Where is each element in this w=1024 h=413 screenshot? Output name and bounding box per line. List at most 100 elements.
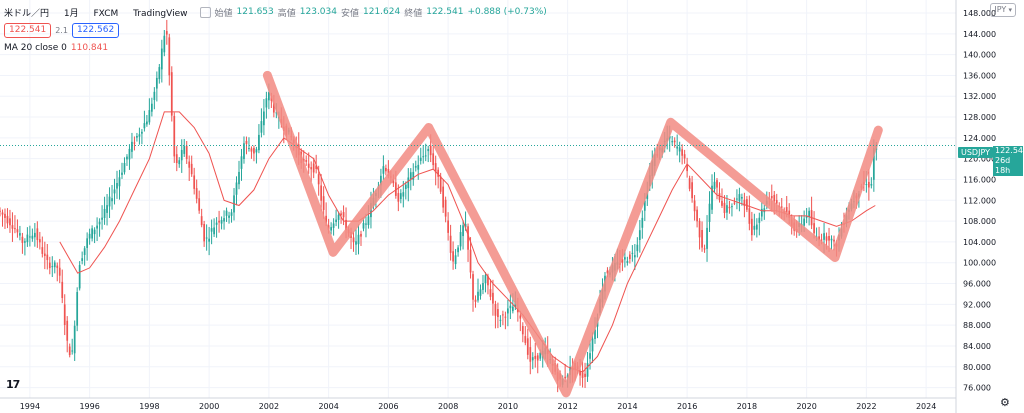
bid-button[interactable]: 122.541 [4,22,52,38]
candle-body-138 [342,212,345,218]
candle-body-253 [628,254,631,260]
candle-body-167 [414,166,417,168]
candle-body-171 [424,155,427,157]
close-label: 終値 [404,8,423,19]
candle-body-281 [698,220,701,238]
candle-body-130 [322,196,325,210]
candle-body-291 [723,202,726,213]
y-tick-label-5: 96.000 [963,280,991,289]
candle-body-258 [641,217,644,228]
candle-body-251 [624,257,626,260]
tradingview-logo-icon[interactable]: 17 [6,378,20,391]
candle-body-49 [121,172,123,175]
candle-body-288 [716,180,718,188]
x-tick-label-2: 1998 [139,402,159,411]
x-tick-label-3: 2000 [199,402,219,411]
candle-body-48 [118,177,121,187]
candle-body-125 [310,167,313,170]
candle-body-46 [113,189,116,194]
y-tick-label-4: 92.000 [963,300,991,309]
candle-body-282 [701,229,703,248]
candle-body-184 [457,247,459,253]
candle-body-27 [66,320,69,341]
candle-body-351 [872,148,875,180]
gear-icon[interactable]: ⚙ [1000,396,1010,409]
x-tick-label-15: 2024 [916,402,936,411]
candle-body-179 [444,199,447,217]
candle-body-296 [736,198,738,200]
candle-body-335 [833,239,835,242]
x-tick-label-13: 2020 [796,402,816,411]
x-tick-label-14: 2022 [856,402,876,411]
candle-body-305 [758,217,761,223]
candle-body-58 [143,123,146,129]
candle-body-38 [93,229,96,235]
candle-body-45 [111,198,113,202]
candle-body-285 [708,203,711,222]
candle-body-144 [357,234,360,245]
currency-selector[interactable]: JPY [990,3,1016,17]
candle-body-189 [469,249,472,273]
candle-body-14 [33,232,36,238]
candle-body-0 [0,210,1,212]
candle-body-107 [265,98,268,108]
candle-body-176 [437,169,440,177]
candle-body-168 [417,164,420,170]
candle-body-40 [98,221,101,225]
candle-body-187 [464,224,467,228]
x-tick-label-11: 2016 [677,402,697,411]
candle-body-2 [4,213,6,218]
candle-body-142 [352,237,355,243]
open-value: 121.653 [236,7,274,17]
candle-body-195 [484,275,487,284]
spread-value: 2.1 [55,25,68,35]
candle-body-81 [200,216,203,226]
candle-body-260 [646,192,649,200]
candle-body-61 [150,103,153,112]
candle-body-127 [315,165,318,169]
x-tick-label-8: 2010 [498,402,518,411]
candle-body-23 [56,265,59,268]
candle-body-270 [671,141,674,143]
candle-body-93 [230,212,233,216]
candle-body-78 [193,175,196,189]
candle-body-21 [51,266,54,268]
candle-body-17 [41,247,44,254]
candle-body-329 [818,236,820,241]
candle-body-316 [785,207,788,213]
candle-body-173 [429,145,432,156]
x-tick-label-10: 2014 [617,402,637,411]
candle-body-6 [14,228,16,230]
candle-body-190 [472,274,474,300]
candle-body-163 [404,184,407,189]
candle-body-147 [365,223,367,225]
candle-body-18 [43,253,46,256]
candle-body-65 [160,48,163,70]
candle-body-145 [360,233,362,237]
compare-icon[interactable] [199,6,211,18]
ma-indicator-label[interactable]: MA 20 close 0 [4,43,67,53]
candle-body-169 [419,157,422,161]
candle-body-33 [81,258,84,261]
ask-button[interactable]: 122.562 [71,22,120,38]
candle-body-105 [260,121,263,133]
x-tick-label-4: 2002 [259,402,279,411]
candle-body-306 [760,208,763,217]
candle-body-192 [477,291,479,301]
candle-body-186 [462,225,464,237]
candle-body-22 [53,262,56,268]
symbol-title[interactable]: 米ドル／円 1月 FXCM TradingView [4,6,192,19]
high-label: 高値 [277,8,296,19]
exchange-label: FXCM [93,8,119,19]
candle-body-165 [409,172,412,180]
candle-body-24 [58,267,61,276]
candle-body-272 [676,146,679,149]
candle-body-53 [131,141,133,152]
candle-body-42 [103,208,106,218]
candle-body-47 [116,182,118,189]
candle-body-26 [63,304,66,326]
candle-body-44 [108,196,111,207]
candle-body-325 [808,210,810,217]
candle-body-73 [180,149,183,161]
